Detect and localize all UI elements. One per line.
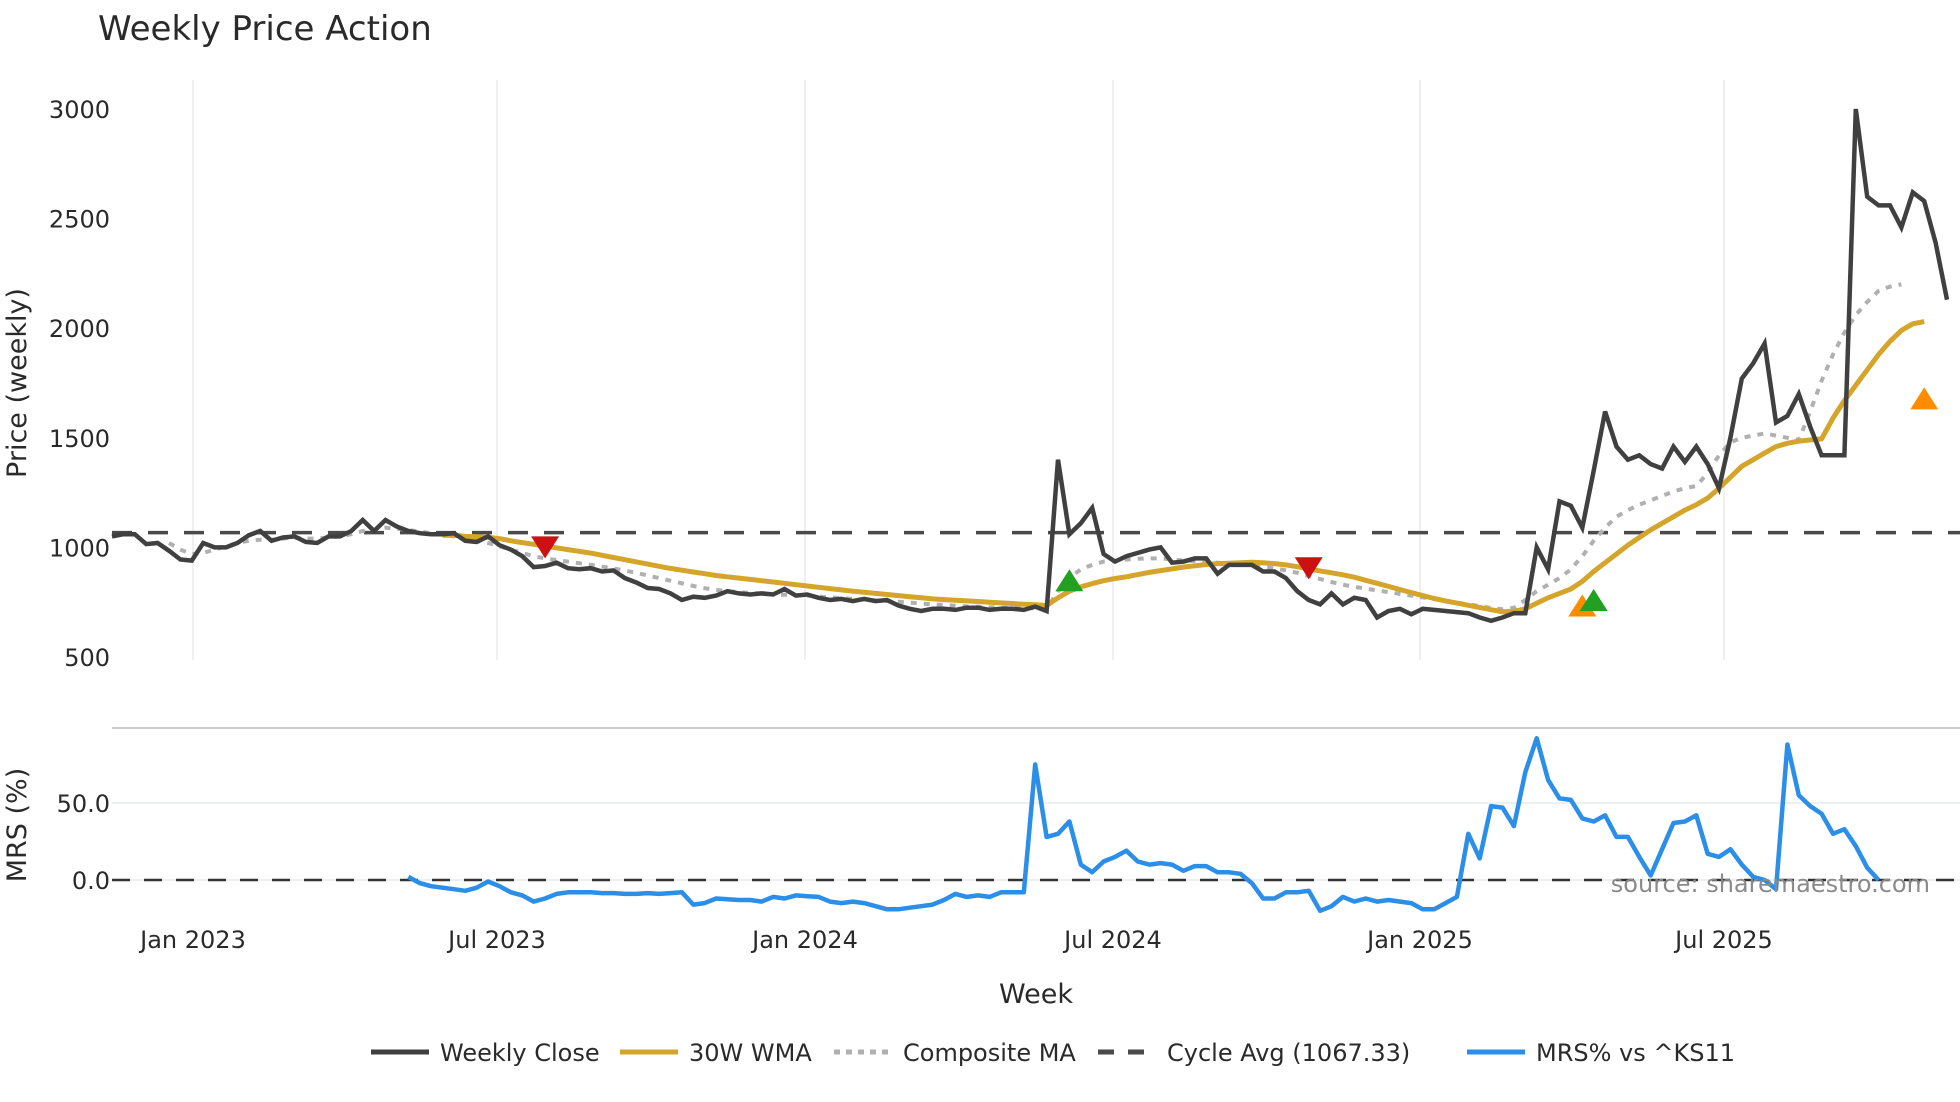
legend-item[interactable]: Weekly Close	[371, 1039, 600, 1067]
x-tick-label: Jan 2023	[138, 926, 246, 954]
source-watermark: source: sharemaestro.com	[1611, 870, 1930, 898]
mrs-gridlines	[112, 802, 1960, 881]
legend-label: Cycle Avg (1067.33)	[1167, 1039, 1410, 1067]
x-tick-label: Jul 2023	[446, 926, 546, 954]
legend-label: Weekly Close	[440, 1039, 600, 1067]
mrs-y-axis: 0.0 50.0	[57, 790, 110, 895]
price-series-lines	[111, 108, 1960, 624]
x-tick-label: Jul 2024	[1062, 926, 1162, 954]
composite-ma-line	[167, 282, 1902, 612]
chart-title: Weekly Price Action	[98, 9, 432, 49]
buy-triangle-up-marker-icon	[1055, 569, 1084, 592]
legend-label: MRS% vs ^KS11	[1536, 1039, 1735, 1067]
mrs-series-line	[112, 736, 1960, 914]
buy-triangle-up-marker-icon	[1579, 589, 1608, 612]
y-tick-label: 500	[64, 644, 110, 672]
wma-line	[442, 319, 1925, 615]
price-y-axis: 500 1000 1500 2000 2500 3000	[49, 96, 110, 672]
legend-item[interactable]: Composite MA	[834, 1039, 1076, 1067]
weekly-close-line	[111, 108, 1950, 624]
orange-triangle-up-marker-icon	[1910, 387, 1939, 410]
y-tick-label: 50.0	[57, 790, 110, 818]
y-tick-label: 1000	[49, 534, 110, 562]
x-axis-label: Week	[999, 979, 1073, 1010]
signal-markers	[531, 387, 1939, 617]
legend-label: 30W WMA	[689, 1039, 812, 1067]
x-tick-label: Jul 2025	[1673, 926, 1773, 954]
y-tick-label: 1500	[49, 425, 110, 453]
legend: Weekly Close 30W WMA Composite MA Cycle Avg…	[371, 1039, 1735, 1067]
x-axis: Jan 2023 Jul 2023 Jan 2024 Jul 2024 Jan 2025…	[138, 926, 1773, 954]
y-tick-label: 2500	[49, 206, 110, 234]
price-y-axis-label: Price (weekly)	[2, 288, 33, 478]
x-tick-label: Jan 2024	[750, 926, 858, 954]
mrs-line	[407, 736, 1881, 914]
y-tick-label: 3000	[49, 96, 110, 124]
mrs-y-axis-label: MRS (%)	[2, 768, 33, 883]
legend-item[interactable]: Cycle Avg (1067.33)	[1098, 1039, 1410, 1067]
y-tick-label: 0.0	[72, 867, 110, 895]
sell-triangle-down-marker-icon	[1294, 557, 1323, 580]
sell-triangle-down-marker-icon	[531, 536, 560, 559]
legend-item[interactable]: 30W WMA	[620, 1039, 812, 1067]
legend-item[interactable]: MRS% vs ^KS11	[1467, 1039, 1735, 1067]
x-tick-label: Jan 2025	[1365, 926, 1473, 954]
y-tick-label: 2000	[49, 315, 110, 343]
price-gridlines	[192, 80, 1725, 660]
legend-label: Composite MA	[903, 1039, 1076, 1067]
